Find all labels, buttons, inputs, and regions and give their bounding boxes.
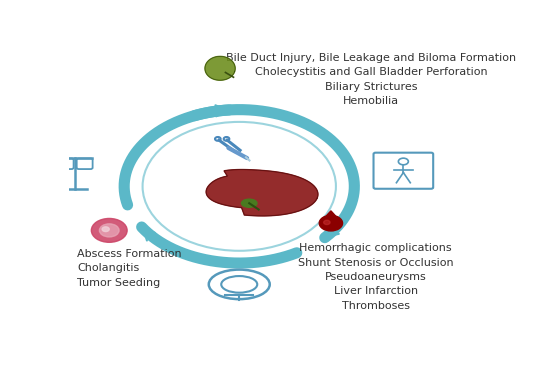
Circle shape (100, 224, 119, 237)
Circle shape (102, 227, 109, 232)
Text: Bile Duct Injury, Bile Leakage and Biloma Formation
Cholecystitis and Gall Bladd: Bile Duct Injury, Bile Leakage and Bilom… (227, 53, 516, 106)
Polygon shape (205, 56, 235, 80)
Circle shape (319, 215, 343, 231)
Circle shape (91, 218, 127, 242)
Polygon shape (323, 211, 339, 220)
Circle shape (323, 220, 330, 225)
Text: Hemorrhagic complications
Shunt Stenosis or Occlusion
Pseudoaneurysms
Liver Infa: Hemorrhagic complications Shunt Stenosis… (298, 243, 453, 311)
Text: Abscess Formation
Cholangitis
Tumor Seeding: Abscess Formation Cholangitis Tumor Seed… (77, 249, 182, 288)
Polygon shape (206, 169, 318, 216)
Ellipse shape (241, 199, 257, 207)
